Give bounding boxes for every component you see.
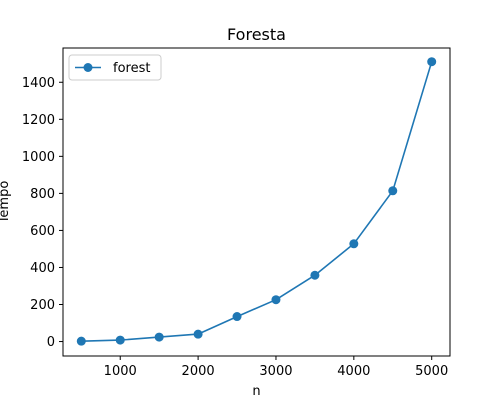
data-point [349,239,359,249]
data-point [115,335,125,345]
data-point [271,295,281,305]
plot-layer [76,57,437,346]
x-tick-label: 3000 [259,364,292,379]
y-tick-label: 1400 [22,76,55,91]
y-tick-label: 400 [30,261,55,276]
x-axis-label: n [252,384,260,399]
y-tick-label: 0 [47,335,55,350]
x-tick-label: 1000 [104,364,137,379]
y-axis-ticks: 0 200 400 600 800 1000 1200 1400 [22,76,63,350]
x-tick-label: 4000 [337,364,370,379]
x-tick-label: 2000 [182,364,215,379]
legend-label: forest [113,61,150,76]
data-point [427,57,437,67]
y-tick-label: 200 [30,298,55,313]
data-point [310,270,320,280]
data-point [388,186,398,196]
series-line-forest [81,61,433,342]
data-point [154,332,164,342]
x-axis-ticks: 1000 2000 3000 4000 5000 [104,356,448,379]
legend: forest [68,54,162,81]
chart-title: Foresta [227,25,286,44]
y-tick-label: 1200 [22,113,55,128]
x-tick-label: 5000 [415,364,448,379]
data-point [76,336,86,346]
plot-frame [62,47,451,357]
y-tick-label: 1000 [22,150,55,165]
y-axis-label: Tempo [0,181,12,225]
legend-marker-swatch [83,63,93,72]
data-point [232,312,242,322]
legend-box [68,54,162,81]
data-point [193,329,203,339]
y-tick-label: 600 [30,224,55,239]
y-tick-label: 800 [30,187,55,202]
